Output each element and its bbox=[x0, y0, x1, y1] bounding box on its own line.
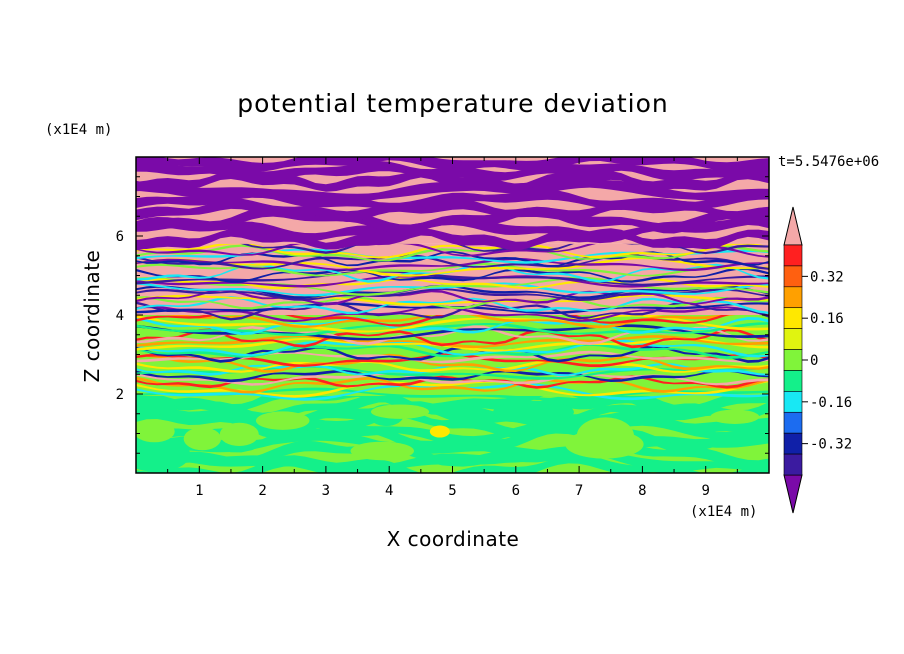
colorbar-box bbox=[783, 432, 803, 455]
colorbar-extend-min bbox=[783, 474, 803, 514]
colorbar-box bbox=[783, 370, 803, 392]
blob bbox=[710, 409, 760, 424]
colorbar-box bbox=[783, 265, 803, 288]
colorbar-box bbox=[783, 391, 803, 413]
x-tick-label: 9 bbox=[701, 483, 709, 499]
band-2-stripe bbox=[136, 248, 769, 264]
y-tick-label: 6 bbox=[116, 229, 124, 245]
band-2-stripe bbox=[136, 284, 769, 299]
colorbar-tick-label: 0.32 bbox=[810, 269, 844, 285]
band-2-stripe bbox=[136, 242, 769, 259]
band-1-stripe bbox=[136, 372, 769, 386]
colorbar-box bbox=[783, 349, 803, 371]
blob bbox=[445, 436, 472, 450]
x-tick-label: 7 bbox=[575, 483, 583, 499]
blob bbox=[576, 417, 635, 455]
band-3-stripe bbox=[136, 180, 769, 204]
colorbar-box bbox=[783, 286, 803, 309]
band-1-stripe bbox=[136, 387, 769, 401]
colorbar-tick-label: -0.32 bbox=[810, 437, 852, 453]
colorbar-tick-label: 0 bbox=[810, 353, 818, 369]
band-1-stripe bbox=[136, 350, 769, 364]
x-tick-label: 5 bbox=[448, 483, 456, 499]
band-1-stripe bbox=[136, 379, 769, 398]
blob bbox=[350, 441, 414, 461]
colorbar-box bbox=[783, 453, 803, 476]
blob bbox=[183, 427, 222, 451]
colorbar: 0.32 0.16 0 -0.16 -0.32 bbox=[783, 206, 852, 514]
band-3-stripe bbox=[136, 161, 769, 183]
blob bbox=[370, 404, 430, 419]
band-1-stripe bbox=[136, 344, 769, 363]
blob bbox=[429, 425, 450, 438]
blob bbox=[136, 436, 191, 473]
blob bbox=[136, 420, 175, 443]
colorbar-extend-max bbox=[783, 206, 803, 246]
y-tick-label: 2 bbox=[116, 387, 124, 403]
colorbar-tick-label: 0.16 bbox=[810, 311, 844, 327]
band-1-stripe bbox=[136, 313, 769, 333]
x-tick-label: 4 bbox=[385, 483, 393, 499]
band-1-stripe bbox=[136, 338, 769, 358]
band-2-stripe bbox=[136, 262, 769, 277]
band-1-stripe bbox=[136, 369, 769, 383]
axis-ticks: 1 2 3 4 5 6 7 8 9 2 4 6 bbox=[116, 157, 769, 499]
x-tick-label: 6 bbox=[512, 483, 520, 499]
band-1-stripe bbox=[136, 343, 769, 359]
band-1-stripe bbox=[136, 353, 769, 368]
blob bbox=[255, 411, 310, 430]
band-2-stripe bbox=[136, 244, 769, 262]
band-1-stripe bbox=[136, 360, 769, 373]
chart-title: potential temperature deviation bbox=[237, 89, 668, 118]
x-axis-label: X coordinate bbox=[387, 527, 520, 551]
colorbar-box bbox=[783, 411, 803, 434]
y-axis-label: Z coordinate bbox=[80, 250, 104, 383]
band-2-stripe bbox=[136, 257, 769, 272]
time-label: t=5.5476e+06 bbox=[778, 154, 879, 170]
blob bbox=[493, 400, 574, 424]
band-1-stripe bbox=[136, 353, 769, 373]
blob bbox=[136, 401, 178, 415]
band-3-stripe bbox=[136, 188, 769, 212]
band-3-stripe bbox=[136, 216, 769, 244]
band-1-stripe bbox=[136, 322, 769, 337]
y-tick-label: 4 bbox=[116, 308, 124, 324]
band-2-stripe bbox=[136, 296, 769, 315]
colorbar-box bbox=[783, 328, 803, 350]
x-tick-label: 1 bbox=[195, 483, 203, 499]
band-1-stripe bbox=[136, 337, 769, 352]
band-2-stripe bbox=[136, 267, 769, 283]
band-0-stripe bbox=[136, 445, 769, 473]
band-2-stripe bbox=[136, 295, 769, 310]
heatmap-field bbox=[136, 157, 769, 473]
blob bbox=[219, 422, 259, 446]
band-1-stripe bbox=[136, 335, 769, 349]
band-0-stripe bbox=[136, 453, 769, 473]
band-1-stripe bbox=[136, 325, 769, 346]
y-units-label: (x1E4 m) bbox=[45, 122, 112, 138]
band-0-stripe bbox=[136, 407, 769, 439]
band-2-stripe bbox=[136, 288, 769, 301]
x-tick-label: 3 bbox=[322, 483, 330, 499]
band-2-stripe bbox=[136, 301, 769, 321]
colorbar-box bbox=[783, 244, 803, 267]
x-tick-label: 2 bbox=[258, 483, 266, 499]
x-units-label: (x1E4 m) bbox=[690, 504, 757, 520]
x-tick-label: 8 bbox=[638, 483, 646, 499]
colorbar-tick-label: -0.16 bbox=[810, 395, 852, 411]
colorbar-box bbox=[783, 307, 803, 329]
